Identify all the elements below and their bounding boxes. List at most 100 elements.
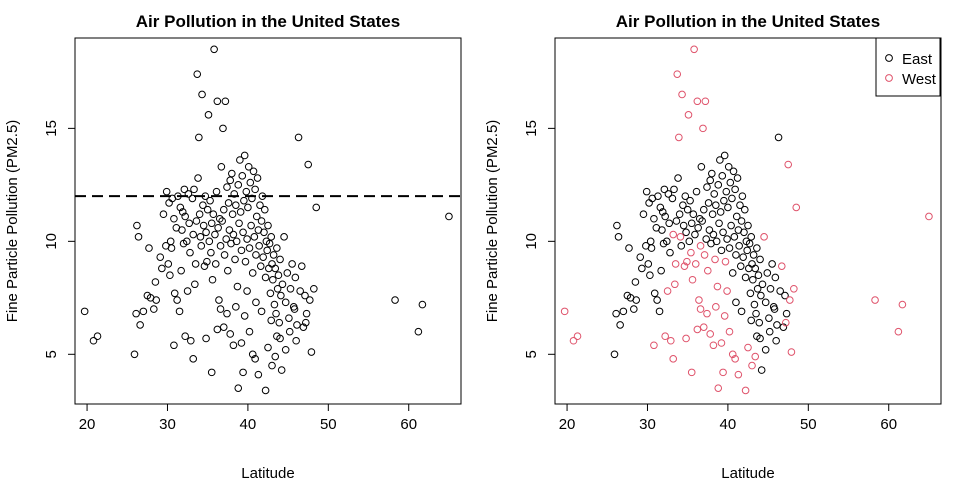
left-series-0-point bbox=[271, 264, 280, 273]
left-x-tick-label: 20 bbox=[79, 416, 96, 433]
left-series-0-point bbox=[139, 307, 148, 316]
right-west-point bbox=[691, 260, 700, 268]
left-series-0-point bbox=[280, 233, 288, 241]
right-east-point bbox=[749, 275, 757, 284]
left-series-0-point bbox=[281, 345, 290, 354]
left-series-0-point bbox=[226, 176, 235, 185]
left-series-0-point bbox=[198, 90, 206, 99]
left-series-0-point bbox=[223, 183, 231, 191]
right-east-point bbox=[774, 133, 783, 142]
right-west-point bbox=[784, 160, 793, 169]
legend-east-marker bbox=[885, 54, 893, 62]
left-series-0-point bbox=[189, 230, 198, 239]
right-west-point bbox=[709, 341, 718, 350]
left-series-0-point bbox=[228, 210, 237, 219]
left-series-0-point bbox=[192, 217, 201, 225]
left-series-0-point bbox=[208, 275, 217, 284]
left-series-0-point bbox=[239, 368, 247, 377]
left-series-0-point bbox=[176, 203, 185, 212]
right-west-point bbox=[714, 384, 723, 392]
left-series-0-point bbox=[260, 205, 269, 214]
left-series-0-point bbox=[236, 208, 245, 216]
right-west-point bbox=[687, 368, 696, 377]
right-west-point bbox=[573, 332, 582, 341]
left-series-0-point bbox=[290, 305, 299, 313]
left-series-0-point bbox=[283, 269, 292, 277]
left-series-0-point bbox=[174, 192, 182, 200]
left-series-0-point bbox=[414, 327, 423, 336]
left-series-0-point bbox=[297, 262, 306, 270]
right-east-point bbox=[661, 212, 669, 221]
right-west-point bbox=[671, 260, 680, 268]
right-east-point bbox=[682, 228, 690, 237]
left-series-0-point bbox=[264, 343, 272, 352]
left-series-0-point bbox=[145, 244, 153, 252]
left-series-0-point bbox=[256, 262, 265, 270]
right-west-point bbox=[792, 203, 801, 212]
left-series-0-point bbox=[301, 291, 309, 300]
right-east-point bbox=[656, 203, 665, 212]
left-series-0-point bbox=[229, 230, 238, 239]
left-series-0-point bbox=[240, 151, 249, 160]
left-series-0-point bbox=[188, 194, 197, 203]
left-series-0-point bbox=[136, 321, 144, 329]
left-series-0-point bbox=[196, 233, 205, 241]
right-east-point bbox=[781, 291, 789, 300]
right-west-point bbox=[703, 309, 711, 318]
left-series-0-point bbox=[266, 289, 275, 298]
left-series-0-point bbox=[234, 181, 243, 189]
right-west-point bbox=[693, 97, 702, 106]
right-east-point bbox=[668, 194, 677, 203]
left-series-0-point bbox=[272, 309, 280, 318]
right-east-point bbox=[757, 291, 765, 300]
left-series-0-point bbox=[237, 339, 246, 347]
right-east-point bbox=[657, 266, 665, 275]
right-west-point bbox=[701, 97, 710, 106]
right-east-point bbox=[773, 321, 781, 329]
left-series-0-point bbox=[93, 332, 102, 341]
left-series-0-point bbox=[248, 350, 257, 359]
right-plot-box bbox=[554, 37, 942, 405]
right-west-point bbox=[786, 296, 794, 304]
right-east-point bbox=[642, 187, 651, 196]
left-series-0-point bbox=[221, 97, 230, 106]
left-x-axis-label: Latitude bbox=[241, 465, 294, 482]
left-series-0-point bbox=[170, 214, 178, 223]
left-series-0-point bbox=[175, 307, 184, 316]
left-series-0-point bbox=[232, 237, 241, 246]
left-plot-box bbox=[74, 37, 462, 405]
right-east-point bbox=[636, 253, 645, 261]
right-east-point bbox=[706, 176, 715, 185]
right-west-point bbox=[777, 262, 786, 270]
right-east-point bbox=[631, 278, 640, 286]
right-west-point bbox=[661, 332, 669, 341]
left-series-0-point bbox=[232, 303, 240, 311]
left-series-0-point bbox=[299, 323, 308, 331]
legend-east-label: East bbox=[902, 51, 933, 68]
right-east-point bbox=[729, 167, 738, 176]
left-series-0-point bbox=[166, 271, 174, 280]
left-series-0-point bbox=[292, 336, 300, 345]
right-east-point bbox=[768, 260, 776, 268]
right-east-point bbox=[776, 287, 784, 295]
left-series-0-point bbox=[306, 296, 314, 304]
left-series-0-point bbox=[173, 296, 181, 304]
left-series-0-point bbox=[247, 221, 255, 230]
right-west-point bbox=[699, 323, 708, 331]
left-series-0-point bbox=[201, 192, 210, 200]
right-west-point bbox=[760, 233, 768, 241]
right-east-point bbox=[770, 305, 779, 313]
right-east-point bbox=[743, 246, 751, 255]
legend: East West bbox=[875, 37, 941, 97]
right-east-point bbox=[754, 271, 763, 280]
right-east-point bbox=[753, 244, 761, 252]
right-east-point bbox=[687, 219, 696, 228]
left-series-0-point bbox=[151, 278, 160, 286]
right-west-point bbox=[671, 280, 679, 289]
left-x-tick-label: 60 bbox=[400, 416, 417, 433]
right-west-point bbox=[696, 242, 705, 250]
right-east-point bbox=[691, 230, 699, 239]
left-series-0-point bbox=[391, 296, 399, 304]
left-series-0-point bbox=[264, 221, 272, 230]
